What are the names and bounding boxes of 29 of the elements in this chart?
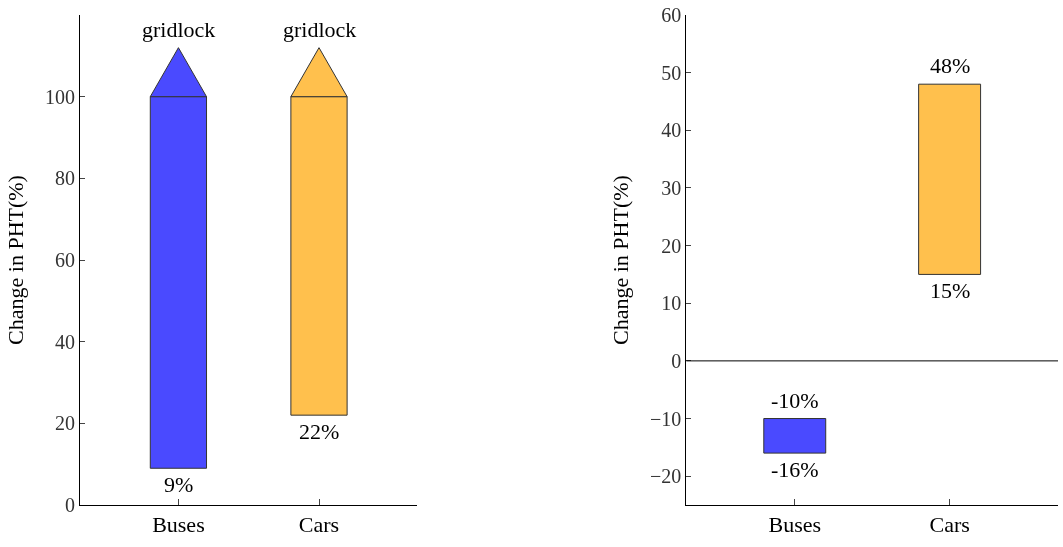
y-tick-label: 60 bbox=[55, 249, 75, 271]
x-tick-label: Cars bbox=[929, 512, 970, 538]
annotation: 9% bbox=[164, 472, 194, 497]
annotation: 15% bbox=[930, 278, 971, 303]
y-tick-label: 20 bbox=[661, 234, 682, 257]
y-tick-label: −20 bbox=[650, 465, 682, 488]
y-tick-label: 0 bbox=[671, 349, 682, 372]
y-tick-label: 0 bbox=[65, 494, 75, 516]
y-tick-label: 60 bbox=[661, 4, 682, 26]
annotation: gridlock bbox=[283, 17, 357, 42]
annotation: -16% bbox=[771, 457, 819, 482]
annotation: gridlock bbox=[142, 17, 216, 42]
y-axis-title: Change in PHT(%) bbox=[607, 175, 633, 345]
y-tick-label: 100 bbox=[45, 85, 75, 108]
annotation: -10% bbox=[771, 388, 819, 413]
y-tick-label: 30 bbox=[661, 176, 682, 199]
y-tick-label: 80 bbox=[55, 167, 75, 190]
annotation: 22% bbox=[299, 419, 340, 444]
x-tick-label: Buses bbox=[152, 512, 205, 538]
x-tick-label: Cars bbox=[298, 512, 340, 538]
y-tick-label: 10 bbox=[661, 292, 682, 315]
y-tick-label: 40 bbox=[55, 330, 75, 353]
y-tick-label: −10 bbox=[650, 407, 682, 430]
annotation: 48% bbox=[930, 53, 971, 78]
y-tick-label: 40 bbox=[661, 119, 682, 142]
y-tick-label: 50 bbox=[661, 61, 682, 84]
y-tick-label: 20 bbox=[55, 412, 75, 435]
x-tick-label: Buses bbox=[768, 512, 822, 538]
y-axis-title: Change in PHT(%) bbox=[2, 175, 28, 345]
